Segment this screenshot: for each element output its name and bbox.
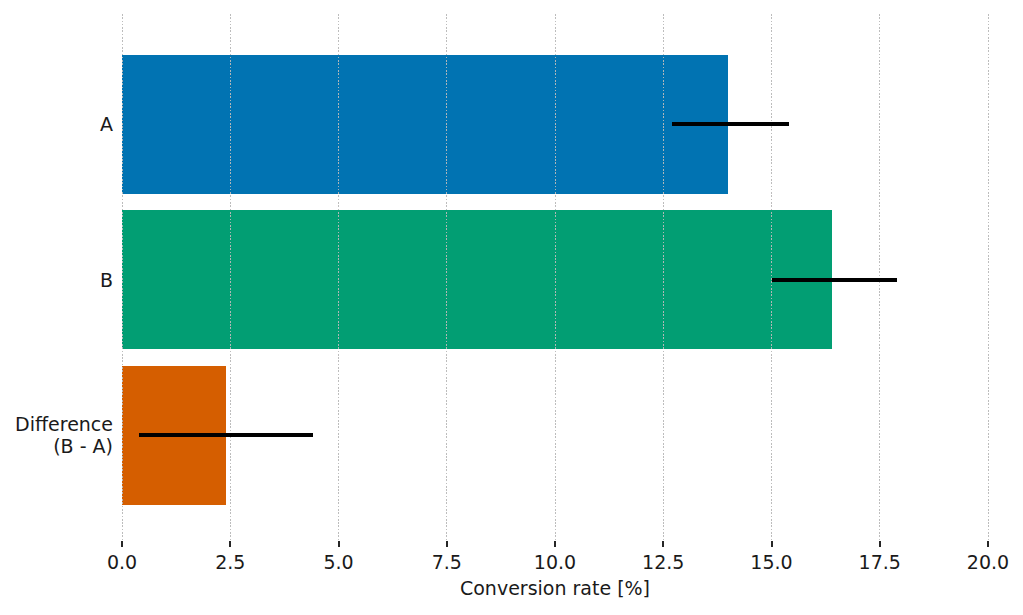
bar-a (122, 55, 728, 194)
x-tick-label: 15.0 (732, 551, 812, 574)
x-tick-label: 0.0 (82, 551, 162, 574)
x-tick-mark (771, 541, 773, 547)
y-tick-label-line: A (0, 113, 113, 135)
x-tick-mark (987, 541, 989, 547)
x-tick-mark (554, 541, 556, 547)
error-bar (772, 278, 898, 282)
x-tick-mark (338, 541, 340, 547)
x-tick-label: 7.5 (407, 551, 487, 574)
x-tick-label: 20.0 (948, 551, 1023, 574)
bar-chart: A B Difference(B - A) 0.0 2.5 5.0 7.5 10.0 12.5 1… (0, 0, 1023, 615)
x-tick-mark (662, 541, 664, 547)
y-tick-label: A (0, 113, 113, 135)
error-bar (139, 433, 312, 437)
y-tick-label-line: (B - A) (0, 435, 113, 457)
x-tick-label: 2.5 (190, 551, 270, 574)
x-axis-title: Conversion rate [%] (122, 576, 988, 600)
y-tick-label: B (0, 269, 113, 291)
x-tick-mark (121, 541, 123, 547)
gridline (663, 14, 664, 540)
x-tick-mark (229, 541, 231, 547)
x-tick-label: 5.0 (299, 551, 379, 574)
y-tick-label-line: Difference (0, 413, 113, 435)
gridline (555, 14, 556, 540)
bar-b (122, 210, 832, 349)
y-tick-label-line: B (0, 269, 113, 291)
y-tick-label: Difference(B - A) (0, 413, 113, 457)
error-bar (672, 122, 789, 126)
x-tick-label: 12.5 (623, 551, 703, 574)
x-tick-mark (446, 541, 448, 547)
gridline (988, 14, 989, 540)
gridline (446, 14, 447, 540)
x-tick-mark (879, 541, 881, 547)
x-tick-label: 17.5 (840, 551, 920, 574)
gridline (122, 14, 123, 540)
x-tick-label: 10.0 (515, 551, 595, 574)
gridline (338, 14, 339, 540)
gridline (230, 14, 231, 540)
